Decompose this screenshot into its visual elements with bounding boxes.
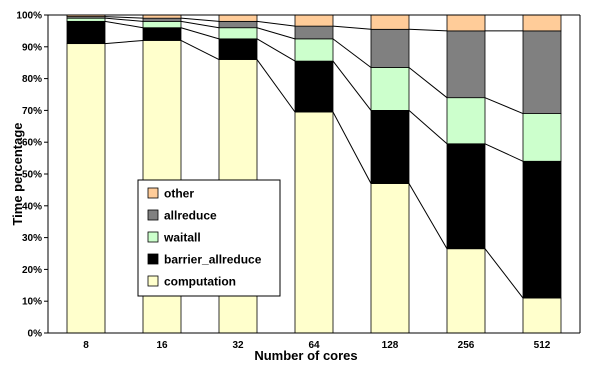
bar-segment-waitall [522,113,562,162]
x-tick-label: 32 [232,340,244,351]
x-tick-label: 8 [83,340,89,351]
y-tick-label: 50% [22,170,42,181]
y-tick-label: 70% [22,106,42,117]
bar-segment-computation [66,43,106,334]
bar-segment-barrier-allreduce [446,143,486,250]
bar-segment-allreduce [142,17,182,22]
series-connector-line [180,39,220,60]
legend-label-barrier-allreduce: barrier_allreduce [164,253,262,267]
series-connector-line [104,39,144,45]
bar-segment-computation [446,248,486,334]
series-connector-line [408,67,448,99]
y-tick-label: 100% [16,11,42,22]
bar-segment-waitall [446,97,486,145]
x-tick-label: 64 [308,340,320,351]
series-connector-line [180,17,220,22]
bar-segment-other [522,14,562,32]
legend-swatch-computation [147,275,159,287]
series-connector-line [484,143,524,162]
legend-label-computation: computation [164,275,236,289]
bar-segment-computation [370,183,410,334]
bar-segment-barrier-allreduce [66,20,106,45]
series-connector-line [256,59,296,113]
y-tick-label: 20% [22,265,42,276]
series-connector-line [484,248,524,299]
series-connector-line [256,27,296,40]
series-connector-line [332,25,372,30]
legend-swatch-barrier-allreduce [147,253,159,265]
bar-segment-computation [294,111,334,334]
series-connector-line [332,38,372,68]
axes [47,14,581,334]
legend-swatch-waitall [147,231,159,243]
bar-segment-waitall [66,17,106,22]
legend-box [137,179,281,297]
bar-segment-allreduce [370,28,410,68]
x-tick-label: 128 [382,340,399,351]
x-axis-title: Number of cores [254,348,357,363]
bar-segment-barrier-allreduce [142,27,182,41]
x-tick-label: 512 [534,340,551,351]
bar-segment-allreduce [294,25,334,40]
y-tick-label: 40% [22,201,42,212]
y-tick-label: 30% [22,233,42,244]
bar-segment-waitall [370,67,410,111]
x-tick-labels: 8 16 32 64 128 256 512 [83,340,551,351]
bar-segment-other [294,14,334,27]
x-tick-label: 16 [156,340,168,351]
bar-segment-allreduce [218,20,258,29]
series-connector-line [104,17,144,22]
y-tick-label: 80% [22,74,42,85]
series-connector-line [408,183,448,249]
series-connector-line [484,97,524,115]
y-tick-label: 0% [28,329,43,340]
bar-segment-waitall [142,20,182,29]
bar-segment-waitall [294,38,334,62]
legend-swatch-allreduce [147,209,159,221]
series-connector-line [104,16,144,19]
legend-label-other: other [164,187,194,201]
bar-segment-computation [522,297,562,334]
bar-segment-barrier-allreduce [370,110,410,184]
connector-lines [104,16,524,299]
x-tick-label: 256 [458,340,475,351]
bar-segment-other [446,14,486,32]
y-tick-labels: 0% 10% 20% 30% 40% 50% 60% 70% 80% 90% 100% [16,11,48,340]
bar-segment-other [218,14,258,22]
bar-segment-other [370,14,410,30]
series-connector-line [180,27,220,40]
y-tick-label: 90% [22,42,42,53]
y-tick-label: 10% [22,297,42,308]
legend: other allreduce waitall barrier_allreduceco… [137,179,281,297]
bar-segment-barrier-allreduce [294,60,334,113]
series-connector-line [180,20,220,29]
legend-swatch-other [147,187,159,199]
bar-segment-allreduce [522,30,562,114]
series-connector-line [408,110,448,145]
y-axis-title: Time percentage [10,122,25,225]
series-connector-line [256,20,296,27]
series-connector-line [256,38,296,62]
series-connector-line [332,60,372,111]
bar-segment-waitall [218,27,258,40]
bar-segment-barrier-allreduce [522,160,562,299]
legend-label-allreduce: allreduce [164,209,217,223]
y-tick-label: 60% [22,138,42,149]
series-connector-line [332,111,372,184]
series-connector-line [408,28,448,32]
series-connector-line [104,20,144,29]
bar-segment-allreduce [446,30,486,99]
bar-segment-barrier-allreduce [218,38,258,60]
legend-label-waitall: waitall [163,231,201,245]
